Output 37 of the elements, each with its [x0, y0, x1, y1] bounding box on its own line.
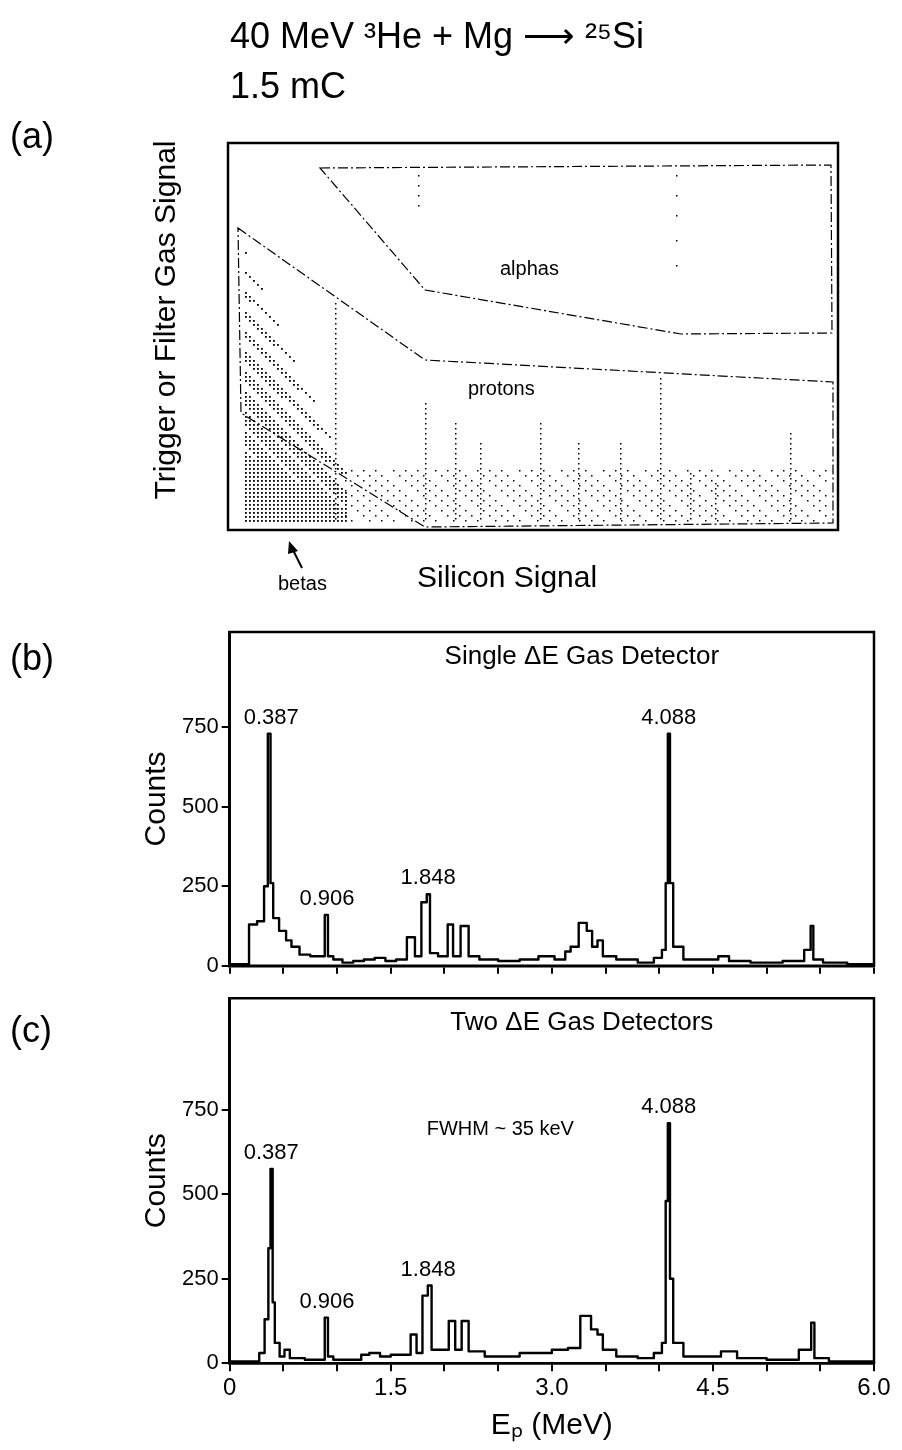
annotation: 0.387	[243, 1138, 299, 1164]
x-tick-label: 1.5	[374, 1373, 408, 1401]
annotation: 0.387	[243, 703, 299, 729]
y-tick-label: 750	[181, 713, 219, 739]
text: 1.5 mC	[230, 65, 347, 106]
x-tick-label: 0	[223, 1373, 237, 1401]
annotation: 1.848	[400, 864, 456, 890]
text: protons	[468, 377, 535, 399]
x-tick-label: 3.0	[535, 1373, 569, 1401]
x-tick-label: 6.0	[857, 1373, 891, 1401]
annotation: 4.088	[641, 1093, 697, 1119]
text: 40 MeV ³He + Mg ⟶ ²⁵Si	[230, 15, 645, 56]
x-axis-title: Eₚ (MeV)	[490, 1407, 613, 1443]
y-tick-label: 0	[206, 951, 219, 977]
y-tick-label: 750	[181, 1095, 219, 1121]
annotation: FWHM ~ 35 keV	[426, 1117, 575, 1140]
chart-title: Two ΔE Gas Detectors	[450, 1006, 714, 1037]
y-tick-label: 250	[181, 1264, 219, 1290]
text: Trigger or Filter Gas Signal	[148, 140, 181, 500]
annotation: 0.906	[299, 885, 355, 910]
annotation: 1.848	[400, 1255, 456, 1281]
text: (c)	[10, 1009, 52, 1050]
y-axis-title: Counts	[138, 1133, 172, 1229]
y-tick-label: 500	[181, 792, 219, 818]
text: Silicon Signal	[417, 560, 598, 593]
annotation: 0.906	[299, 1287, 355, 1313]
y-axis-title: Counts	[138, 751, 172, 847]
text: alphas	[500, 257, 559, 279]
chart-title: Single ΔE Gas Detector	[444, 640, 720, 671]
y-tick-label: 500	[181, 1180, 219, 1206]
text: (a)	[10, 115, 54, 156]
annotation: 4.088	[641, 703, 697, 729]
x-tick-label: 4.5	[696, 1373, 730, 1401]
y-tick-label: 0	[206, 1349, 219, 1375]
text: (b)	[10, 637, 54, 678]
y-tick-label: 250	[181, 872, 219, 898]
text: betas	[278, 572, 327, 594]
